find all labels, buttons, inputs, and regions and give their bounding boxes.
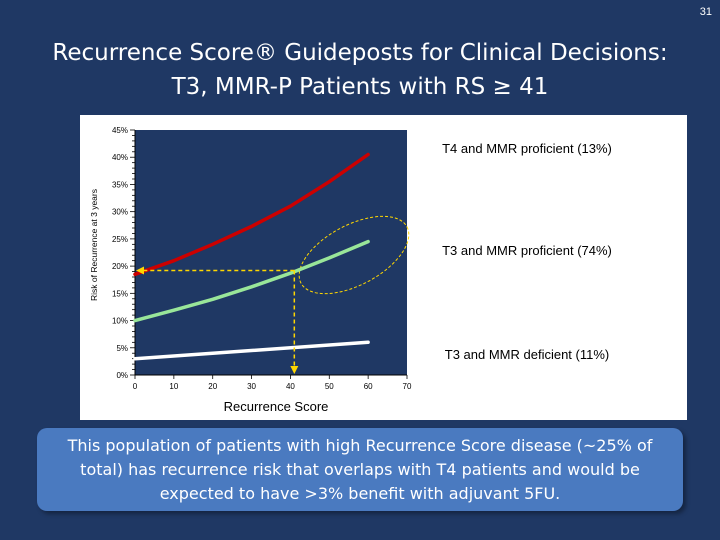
- t3-mmr-proficient-label: T3 and MMR proficient (74%): [442, 243, 612, 258]
- y-axis-title: Risk of Recurrence at 3 years: [89, 189, 99, 301]
- x-tick-label: 70: [403, 382, 412, 391]
- horizontal-guide-arrow: [136, 266, 144, 275]
- y-tick-label: 0%: [116, 371, 128, 380]
- title-line-1: Recurrence Score® Guideposts for Clinica…: [52, 40, 668, 66]
- slide-title: Recurrence Score® Guideposts for Clinica…: [0, 36, 720, 104]
- x-tick-label: 30: [247, 382, 256, 391]
- x-tick-label: 50: [325, 382, 334, 391]
- t3-mmr-proficient-curve: [133, 239, 370, 323]
- title-line-2: T3, MMR-P Patients with RS ≥ 41: [171, 74, 549, 100]
- t4-mmr-proficient-label: T4 and MMR proficient (13%): [442, 141, 612, 156]
- highlight-ellipse: [298, 215, 410, 295]
- t4-mmr-proficient-curve: [133, 152, 370, 277]
- callout-box: This population of patients with high Re…: [37, 428, 683, 511]
- y-tick-label: 10%: [112, 317, 128, 326]
- callout-text: This population of patients with high Re…: [67, 435, 653, 503]
- x-axis-title: Recurrence Score: [224, 399, 329, 414]
- y-tick-label: 25%: [112, 235, 128, 244]
- y-tick-label: 15%: [112, 289, 128, 298]
- t3-mmr-deficient-curve: [133, 340, 370, 361]
- plot-area: [135, 130, 407, 375]
- slide-number: 31: [699, 6, 712, 18]
- vertical-guide-arrow: [290, 366, 299, 374]
- y-tick-label: 20%: [112, 262, 128, 271]
- y-tick-label: 5%: [116, 344, 128, 353]
- y-tick-label: 35%: [112, 180, 128, 189]
- y-tick-label: 45%: [112, 126, 128, 135]
- x-tick-label: 0: [133, 382, 138, 391]
- x-tick-label: 40: [286, 382, 295, 391]
- x-tick-label: 10: [169, 382, 178, 391]
- x-tick-label: 60: [364, 382, 373, 391]
- y-tick-label: 30%: [112, 208, 128, 217]
- t3-mmr-deficient-label: T3 and MMR deficient (11%): [445, 347, 610, 362]
- x-tick-label: 20: [208, 382, 217, 391]
- y-tick-label: 40%: [112, 153, 128, 162]
